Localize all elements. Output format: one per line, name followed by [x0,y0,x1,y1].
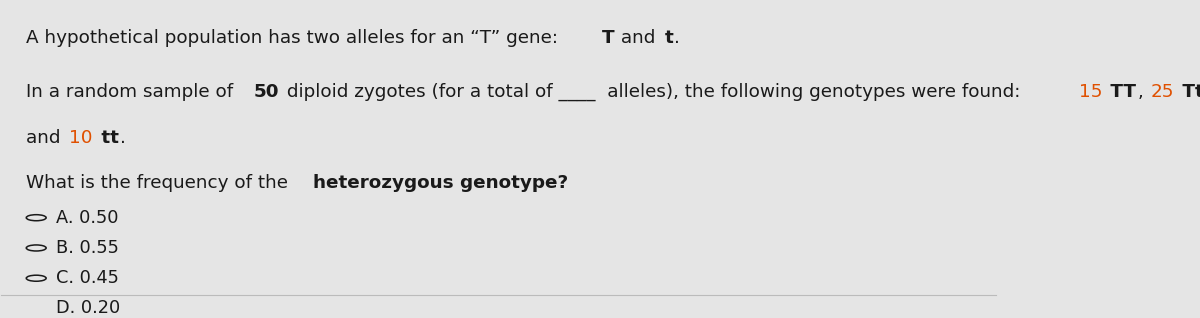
Text: diploid zygotes (for a total of ____  alleles), the following genotypes were fou: diploid zygotes (for a total of ____ all… [281,83,1027,101]
Text: and: and [616,29,661,47]
Text: 50: 50 [254,83,280,101]
Text: T: T [601,29,614,47]
Text: 10: 10 [70,128,92,147]
Text: tt: tt [95,128,119,147]
Text: .: . [674,29,680,47]
Text: What is the frequency of the: What is the frequency of the [26,174,294,192]
Text: TT: TT [1104,83,1135,101]
Text: 25: 25 [1151,83,1174,101]
Text: D. 0.20: D. 0.20 [56,300,120,317]
Text: t: t [665,29,673,47]
Text: and: and [26,128,67,147]
Text: C. 0.45: C. 0.45 [56,269,119,287]
Text: heterozygous genotype?: heterozygous genotype? [313,174,568,192]
Text: .: . [120,128,126,147]
Text: 15: 15 [1079,83,1102,101]
Text: A. 0.50: A. 0.50 [56,209,119,227]
Text: In a random sample of: In a random sample of [26,83,239,101]
Text: ,: , [1138,83,1150,101]
Text: A hypothetical population has two alleles for an “T” gene:: A hypothetical population has two allele… [26,29,564,47]
Text: B. 0.55: B. 0.55 [56,239,119,257]
Text: Tt,: Tt, [1176,83,1200,101]
